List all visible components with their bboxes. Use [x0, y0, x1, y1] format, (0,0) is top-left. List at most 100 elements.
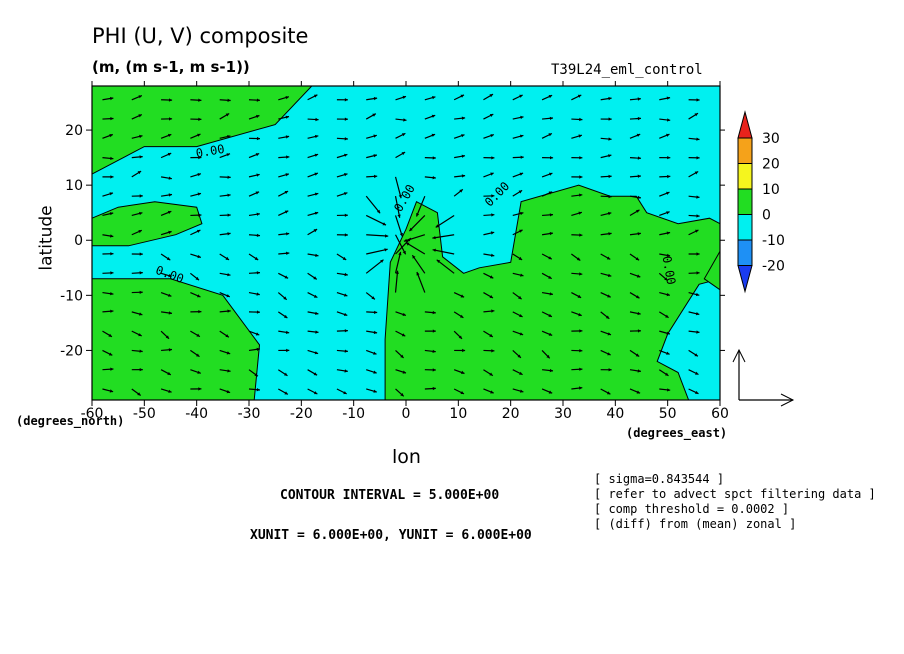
wind-vector — [365, 195, 381, 214]
wind-vector-head — [285, 96, 289, 100]
wind-vector-head — [489, 275, 494, 279]
wind-vector-head — [197, 294, 201, 298]
wind-vector-head — [460, 294, 465, 298]
wind-vector-head — [344, 98, 348, 102]
wind-vector-head — [139, 155, 143, 159]
wind-vector-head — [577, 294, 582, 298]
wind-vector-head — [198, 117, 202, 121]
wind-vector-head — [608, 368, 612, 372]
wind-vector-head — [637, 174, 641, 178]
note-line: [ refer to advect spct filtering data ] — [594, 487, 876, 501]
wind-vector-head — [432, 329, 436, 333]
wind-vector-head — [402, 312, 406, 316]
wind-vector-head — [344, 213, 348, 217]
wind-vector — [394, 215, 403, 237]
wind-vector-head — [636, 209, 640, 213]
wind-vector-head — [490, 390, 494, 394]
wind-vector-head — [637, 97, 641, 101]
wind-vector-head — [665, 314, 669, 318]
wind-vector-head — [402, 95, 406, 99]
wind-vector-head — [168, 230, 172, 234]
wind-vector-head — [400, 393, 404, 397]
wind-vector — [394, 251, 402, 274]
y-tick-label: 10 — [65, 178, 83, 194]
colorbar-label: -20 — [762, 259, 785, 275]
wind-vector-head — [549, 292, 553, 296]
wind-vector-head — [315, 253, 319, 257]
wind-vector-head — [226, 351, 231, 355]
wind-vector-head — [168, 311, 172, 315]
wind-vector-head — [666, 231, 671, 235]
wind-vector-head — [432, 386, 436, 391]
y-axis-units: (degrees_north) — [16, 414, 125, 428]
wind-vector-head — [432, 156, 436, 160]
wind-vector-head — [635, 257, 640, 261]
wind-vector-head — [168, 274, 172, 278]
run-name: T39L24_eml_control — [551, 62, 703, 78]
wind-vector-head — [579, 329, 583, 333]
wind-vector-head — [108, 333, 112, 337]
wind-vector-head — [225, 256, 229, 260]
wind-vector-head — [373, 330, 378, 335]
wind-vector-head — [344, 293, 348, 297]
wind-vector-head — [373, 370, 377, 374]
wind-vector-head — [548, 390, 553, 394]
wind-vector-head — [490, 134, 494, 138]
wind-vector-head — [666, 253, 671, 257]
wind-vector-head — [666, 211, 670, 215]
wind-vector-head — [520, 155, 524, 159]
wind-vector-head — [520, 115, 524, 120]
wind-vector-head — [637, 329, 641, 333]
wind-vector — [436, 259, 455, 274]
wind-vector-head — [313, 276, 317, 280]
reference-vector-y-head — [732, 348, 746, 363]
x-tick-label: -40 — [185, 406, 208, 422]
wind-vector-head — [110, 252, 114, 256]
wind-vector-head — [286, 155, 290, 159]
wind-vector-head — [313, 294, 318, 298]
contour-label: 0.00 — [659, 255, 678, 286]
wind-vector-head — [549, 172, 553, 176]
wind-vector-head — [519, 371, 523, 375]
contour-label: 0.00 — [195, 142, 226, 161]
wind-vector-head — [667, 388, 671, 392]
wind-vector-head — [285, 115, 289, 119]
wind-vector-head — [342, 256, 347, 260]
wind-vector-head — [373, 389, 377, 393]
wind-vector-head — [198, 155, 202, 160]
wind-vector-head — [110, 292, 114, 296]
wind-vector-head — [285, 135, 290, 139]
wind-vector-head — [550, 156, 554, 160]
wind-vector-head — [373, 96, 378, 101]
wind-vector-head — [197, 370, 201, 374]
wind-vector-head — [284, 372, 288, 376]
wind-vector-head — [432, 96, 436, 100]
wind-vector — [403, 234, 426, 242]
wind-vector-head — [461, 154, 465, 158]
x-tick-label: -10 — [342, 406, 365, 422]
wind-vector-head — [489, 94, 493, 98]
note-line: [ comp threshold = 0.0002 ] — [594, 502, 790, 516]
wind-vector — [365, 214, 387, 226]
wind-vector-head — [139, 368, 143, 372]
wind-vector-head — [314, 153, 319, 157]
wind-vector-head — [344, 369, 348, 373]
wind-vector-head — [344, 153, 348, 157]
wind-vector-head — [518, 256, 523, 260]
wind-vector-head — [431, 114, 436, 118]
wind-vector-head — [256, 292, 260, 296]
wind-vector-head — [608, 232, 612, 236]
wind-vector-head — [548, 313, 552, 317]
wind-vector-head — [578, 134, 582, 138]
wind-vector-head — [489, 372, 493, 376]
x-tick-label: -60 — [81, 406, 104, 422]
wind-vector-head — [399, 232, 403, 237]
wind-vector-head — [344, 272, 348, 277]
wind-vector-head — [520, 211, 524, 216]
wind-vector-head — [520, 273, 524, 277]
reference-vector-x-head — [780, 393, 795, 407]
wind-vector-head — [373, 134, 377, 138]
wind-vector-head — [314, 351, 319, 355]
wind-vector-head — [432, 349, 436, 353]
wind-vector-head — [168, 389, 172, 393]
